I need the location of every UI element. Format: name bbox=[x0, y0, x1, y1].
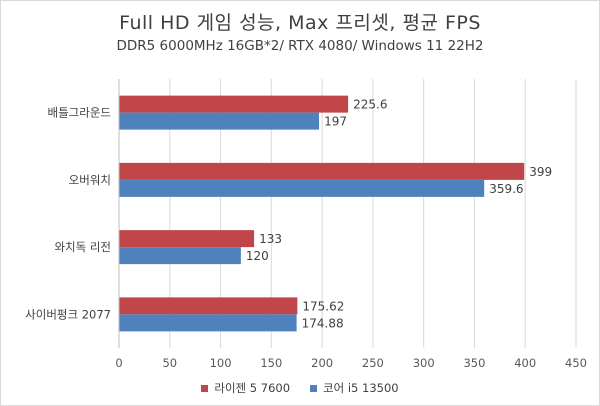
legend-swatch bbox=[201, 384, 209, 392]
bar-series-0 bbox=[119, 162, 525, 180]
legend: 라이젠 5 7600 코어 i5 13500 bbox=[0, 380, 600, 396]
legend-label: 라이젠 5 7600 bbox=[214, 381, 291, 395]
bar-series-1 bbox=[119, 112, 320, 130]
bar-series-1 bbox=[119, 314, 297, 332]
bar-series-0 bbox=[119, 230, 255, 248]
data-label: 197 bbox=[324, 115, 347, 129]
x-tick-label: 450 bbox=[565, 356, 587, 370]
category-label: 배틀그라운드 bbox=[48, 106, 111, 120]
data-label: 174.88 bbox=[302, 316, 344, 330]
category-label: 오버워치 bbox=[69, 173, 111, 187]
chart-title: Full HD 게임 성능, Max 프리셋, 평균 FPS bbox=[119, 12, 481, 34]
x-tick-label: 50 bbox=[162, 356, 177, 370]
data-label: 120 bbox=[246, 249, 269, 263]
legend-label: 코어 i5 13500 bbox=[323, 381, 399, 395]
bar-series-1 bbox=[119, 247, 241, 265]
category-label: 와치독 리전 bbox=[54, 240, 111, 254]
data-label: 399 bbox=[529, 165, 552, 179]
x-tick-label: 100 bbox=[210, 356, 232, 370]
category-label: 사이버펑크 2077 bbox=[25, 307, 111, 321]
data-label: 175.62 bbox=[302, 299, 344, 313]
chart-subtitle: DDR5 6000MHz 16GB*2/ RTX 4080/ Windows 1… bbox=[116, 38, 484, 54]
x-tick-label: 0 bbox=[115, 356, 122, 370]
x-tick-label: 300 bbox=[413, 356, 435, 370]
data-label: 133 bbox=[259, 232, 282, 246]
legend-swatch bbox=[310, 384, 318, 392]
x-tick-label: 150 bbox=[260, 356, 282, 370]
bar-series-0 bbox=[119, 95, 349, 113]
data-label: 225.6 bbox=[353, 98, 387, 112]
x-tick-label: 200 bbox=[311, 356, 333, 370]
bar-series-1 bbox=[119, 179, 485, 197]
x-tick-label: 250 bbox=[362, 356, 384, 370]
legend-item-series-0: 라이젠 5 7600 bbox=[201, 380, 290, 396]
legend-item-series-1: 코어 i5 13500 bbox=[310, 380, 399, 396]
x-tick-label: 350 bbox=[463, 356, 485, 370]
data-label: 359.6 bbox=[489, 182, 523, 196]
x-tick-label: 400 bbox=[514, 356, 536, 370]
bar-series-0 bbox=[119, 297, 298, 315]
